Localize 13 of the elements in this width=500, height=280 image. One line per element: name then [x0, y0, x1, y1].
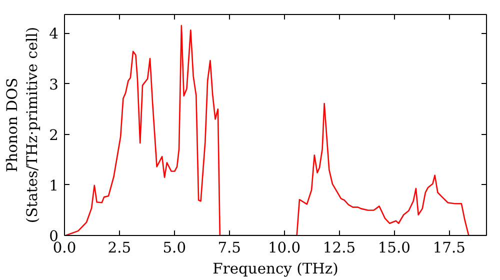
x-tick-label: 7.5: [218, 240, 241, 256]
y-tick-label: 2: [49, 126, 59, 144]
x-tick-label: 15.0: [378, 240, 411, 256]
x-axis-title: Frequency (THz): [212, 260, 338, 278]
y-tick-label: 4: [49, 26, 59, 43]
x-tick-label: 5.0: [162, 240, 186, 256]
x-tick-label: 2.5: [108, 240, 132, 256]
x-tick-label: 17.5: [432, 240, 466, 256]
x-tick-label: 10.0: [268, 240, 301, 256]
y-tick-label: 1: [49, 177, 59, 194]
y-axis-title: Phonon DOS (States/THz·primitive cell): [4, 26, 42, 224]
y-tick-label: 3: [49, 76, 59, 94]
x-tick-label: 12.5: [322, 240, 356, 256]
